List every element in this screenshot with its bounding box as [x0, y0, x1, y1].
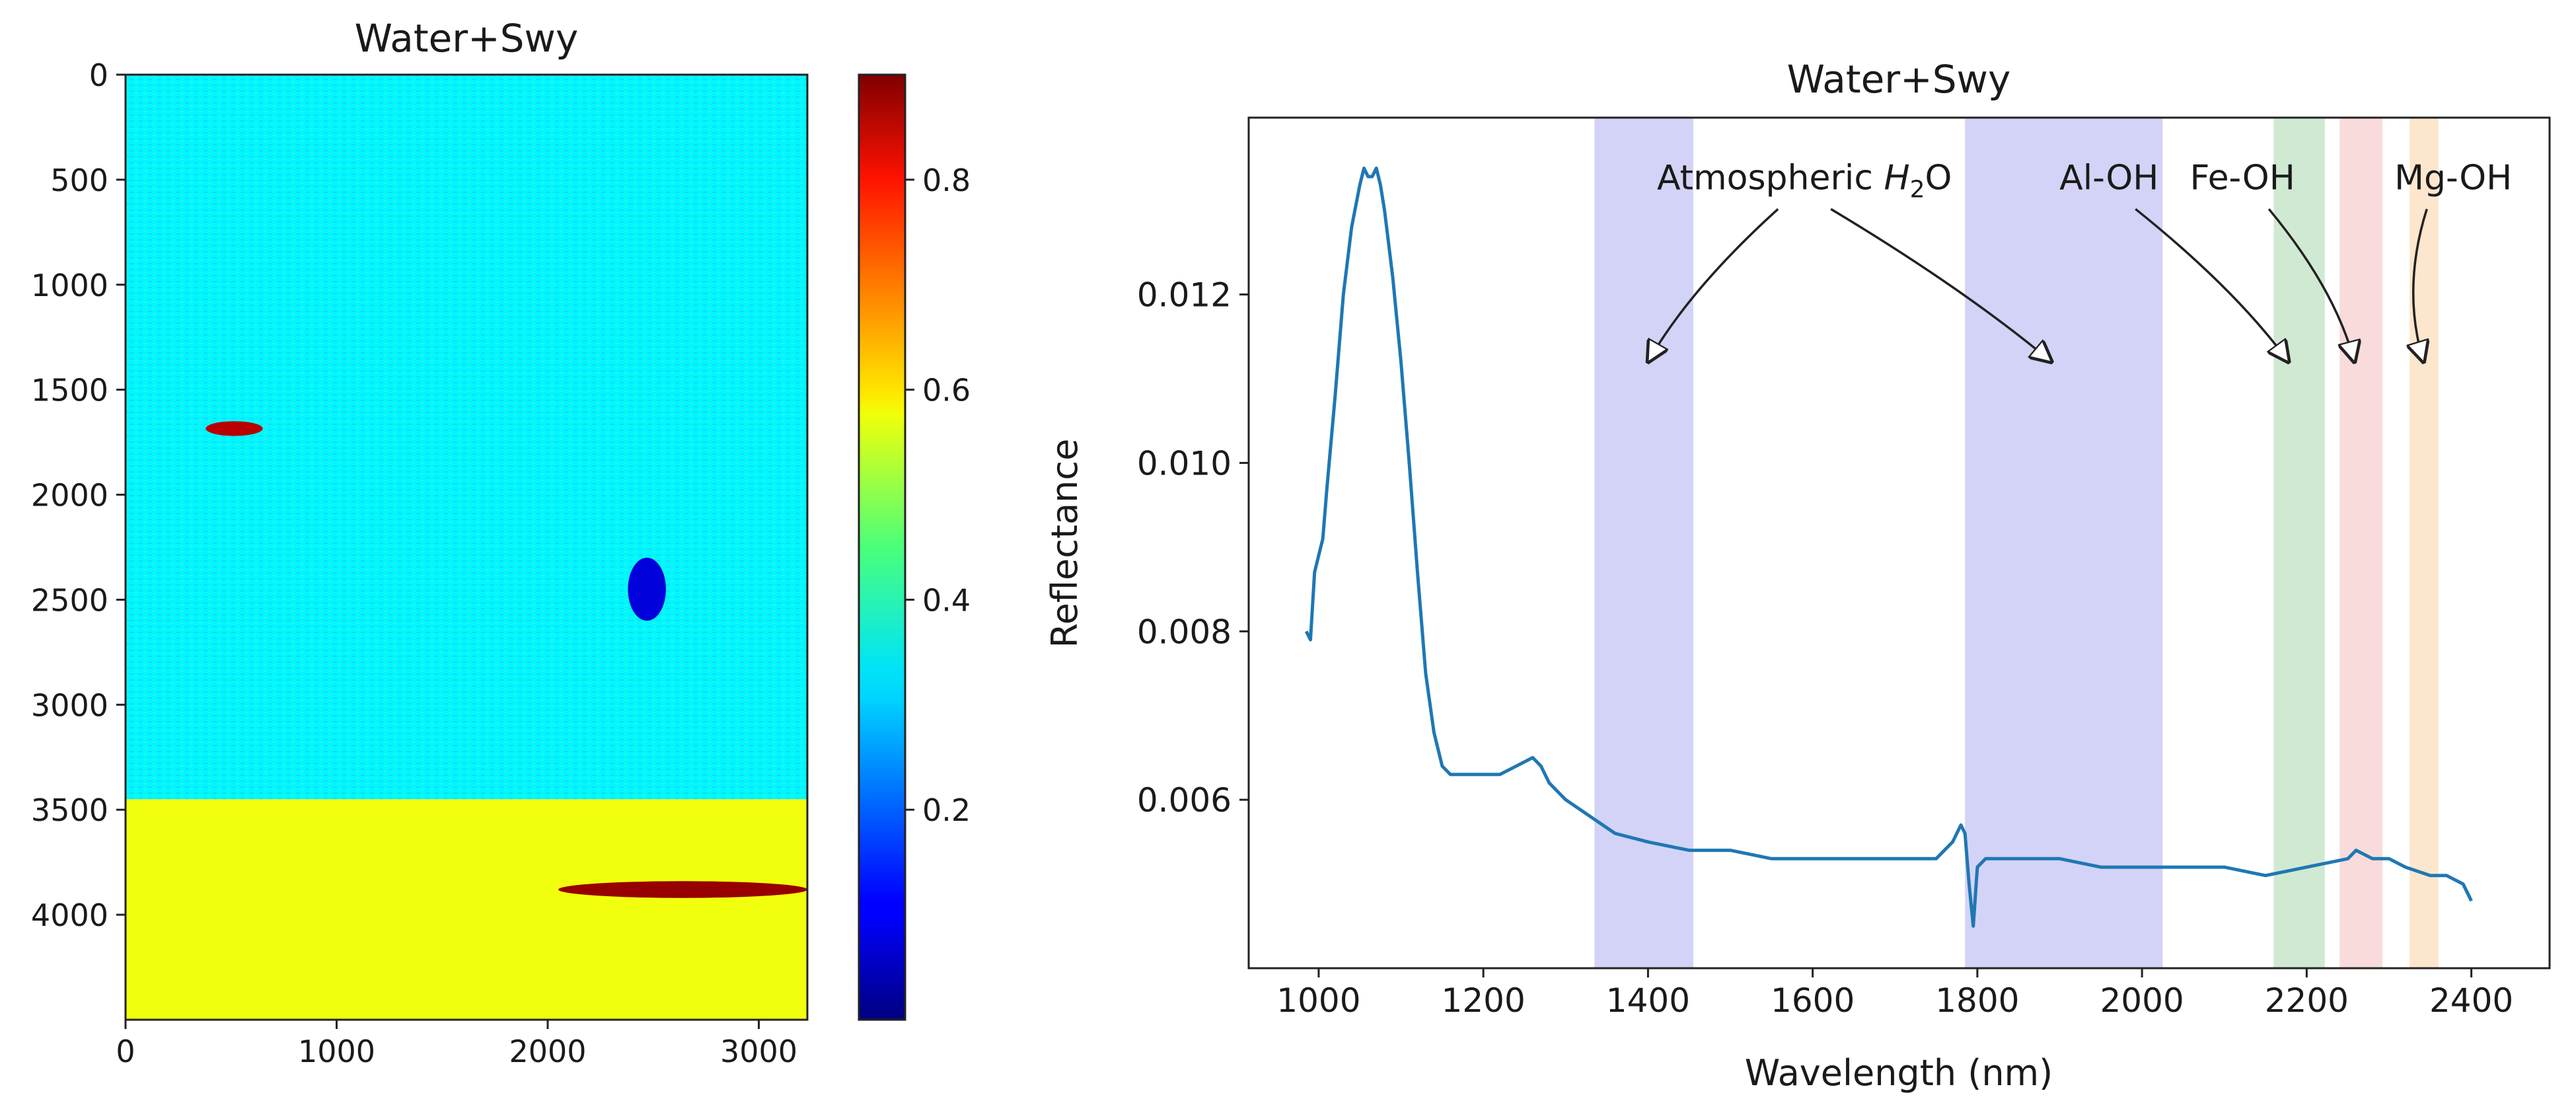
spectrum-panel: Water+Swy 1000 1200 1400 1600 1800 2000 2200 24…	[1044, 57, 2551, 1094]
heatmap-x-axis: 0 1000 2000 3000	[116, 1020, 797, 1069]
heatmap-y-tick-label: 4000	[31, 897, 108, 933]
heatmap-image	[126, 75, 807, 1020]
spectrum-frame	[1247, 116, 2551, 970]
heatmap-x-tick-label: 2000	[509, 1034, 586, 1069]
spectrum-y-tick-label: 0.010	[1137, 444, 1232, 482]
colorbar-ticks: 0.2 0.4 0.6 0.8	[905, 163, 971, 828]
spectrum-x-tick-label: 2400	[2429, 981, 2513, 1020]
spectrum-annotations: Atmospheric H2O Al-OH Fe-OH Mg-OH	[1648, 158, 2512, 362]
spectrum-x-tick-label: 2000	[2100, 981, 2184, 1020]
heatmap-y-tick-label: 2500	[31, 582, 108, 618]
annotation-label-2: Fe-OH	[2190, 158, 2295, 198]
heatmap-frame	[124, 73, 809, 1021]
heatmap-x-tick-label: 0	[116, 1034, 135, 1069]
annotation-arrow-0-1	[1830, 208, 2051, 362]
colorbar-tick-label: 0.2	[922, 792, 971, 828]
heatmap-y-tick-label: 3000	[31, 687, 108, 723]
annotation-arrow-2-0	[2267, 208, 2354, 362]
absorption-bands	[1594, 118, 2439, 968]
colorbar-gradient	[858, 73, 906, 1021]
annotation-label-1: Al-OH	[2059, 158, 2158, 198]
band-0	[1594, 118, 1693, 968]
heatmap-x-tick-label: 1000	[298, 1034, 375, 1069]
colorbar: 0.2 0.4 0.6 0.8	[858, 73, 971, 1021]
spectrum-x-tick-label: 1400	[1606, 981, 1690, 1020]
spectrum-y-label: Reflectance	[1044, 439, 1086, 648]
heatmap-region-4	[628, 557, 666, 621]
heatmap-y-tick-label: 1500	[31, 373, 108, 408]
spectrum-x-tick-label: 1200	[1442, 981, 1526, 1020]
heatmap-y-axis: 0 500 1000 1500 2000 2500 3000 3500 4000	[31, 57, 126, 933]
heatmap-region-2	[558, 881, 807, 898]
heatmap-y-tick-label: 2000	[31, 478, 108, 514]
spectrum-x-tick-label: 1600	[1771, 981, 1855, 1020]
heatmap-panel: Water+Swy 0 500 1000 1500 2000 2500 3000 3500 40…	[31, 16, 809, 1069]
heatmap-y-tick-label: 3500	[31, 792, 108, 828]
spectrum-y-tick-label: 0.006	[1137, 781, 1232, 819]
annotation-label-0: Atmospheric H2O	[1657, 158, 1952, 203]
spectrum-y-axis: 0.006 0.008 0.010 0.012	[1137, 276, 1249, 819]
spectrum-x-tick-label: 2200	[2265, 981, 2349, 1020]
heatmap-texture	[126, 75, 807, 800]
spectrum-title: Water+Swy	[1787, 57, 2011, 102]
annotation-arrow-1-0	[2135, 208, 2289, 362]
band-4	[2410, 118, 2439, 968]
annotation-arrow-3-0	[2413, 208, 2427, 362]
heatmap-title: Water+Swy	[355, 16, 579, 61]
heatmap-y-tick-label: 0	[89, 57, 108, 93]
spectrum-x-label: Wavelength (nm)	[1745, 1052, 2053, 1094]
colorbar-tick-label: 0.6	[922, 373, 971, 408]
spectrum-x-axis: 1000 1200 1400 1600 1800 2000 2200 2400	[1276, 968, 2513, 1020]
colorbar-tick-label: 0.4	[922, 582, 971, 618]
spectrum-y-tick-label: 0.012	[1137, 276, 1232, 315]
spectrum-y-tick-label: 0.008	[1137, 613, 1232, 651]
band-1	[1965, 118, 2163, 968]
annotation-arrow-0-0	[1648, 208, 1779, 362]
colorbar-tick-label: 0.8	[922, 163, 971, 198]
heatmap-region-1	[126, 799, 807, 1020]
reflectance-series-line	[1304, 167, 2473, 928]
heatmap-region-3	[205, 421, 263, 436]
spectrum-x-tick-label: 1800	[1935, 981, 2019, 1020]
heatmap-y-tick-label: 500	[50, 163, 108, 198]
spectrum-x-tick-label: 1000	[1276, 981, 1360, 1020]
band-2	[2273, 118, 2325, 968]
annotation-label-3: Mg-OH	[2394, 158, 2512, 198]
heatmap-x-tick-label: 3000	[720, 1034, 797, 1069]
band-3	[2339, 118, 2383, 968]
heatmap-y-tick-label: 1000	[31, 268, 108, 303]
